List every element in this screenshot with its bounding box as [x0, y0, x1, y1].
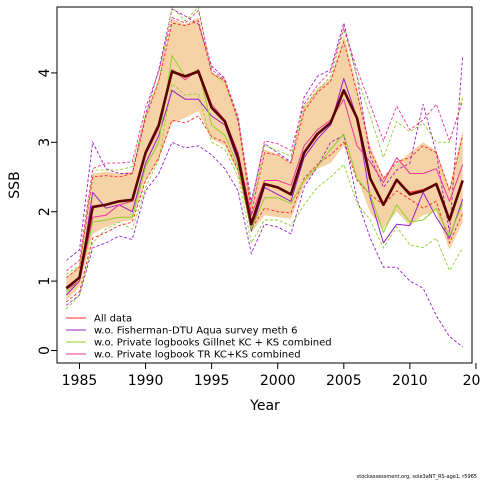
x-tick-label: 1985	[62, 373, 98, 389]
y-axis: 0 1 2 3 4	[37, 68, 57, 355]
x-axis: 1985 1990 1995 2000 2005 2010 201	[62, 363, 480, 389]
x-tick-label: 2000	[260, 373, 296, 389]
plot-frame	[56, 6, 473, 364]
confidence-band	[66, 17, 463, 301]
trawl-upper-ci-line	[66, 9, 464, 272]
x-tick-label: 2005	[326, 373, 362, 389]
x-tick-label: 201	[463, 373, 480, 389]
y-tick-label: 2	[37, 207, 53, 216]
y-axis-title: SSB	[7, 171, 23, 198]
x-tick-label: 2010	[392, 373, 428, 389]
y-tick-label: 0	[37, 346, 53, 355]
x-axis-title: Year	[249, 398, 280, 414]
legend-label: w.o. Private logbooks Gillnet KC + KS co…	[94, 338, 332, 349]
y-tick-label: 4	[37, 68, 53, 77]
footer-credit: stockassessment.org, sole3aNT_RS-age1, r…	[357, 474, 477, 480]
plot-area	[65, 7, 464, 348]
legend-label: w.o. Fisherman-DTU Aqua survey meth 6	[94, 326, 297, 337]
legend-label: w.o. Private logbook TR KC+KS combined	[94, 350, 301, 361]
base-run-line	[65, 70, 464, 290]
y-tick-label: 3	[37, 138, 53, 147]
gillnet-upper-ci-line	[66, 7, 464, 275]
all-data-upper-ci-line	[66, 20, 464, 278]
x-tick-label: 1995	[194, 373, 230, 389]
all-data-lower-ci-line	[66, 115, 464, 303]
trawl-line	[66, 69, 464, 290]
fisherman-upper-ci-line	[66, 8, 464, 261]
legend-label: All data	[94, 314, 132, 325]
x-tick-label: 1990	[128, 373, 164, 389]
y-tick-label: 1	[37, 277, 53, 286]
gillnet-line	[65, 55, 464, 292]
gillnet-lower-ci-line	[65, 82, 464, 310]
